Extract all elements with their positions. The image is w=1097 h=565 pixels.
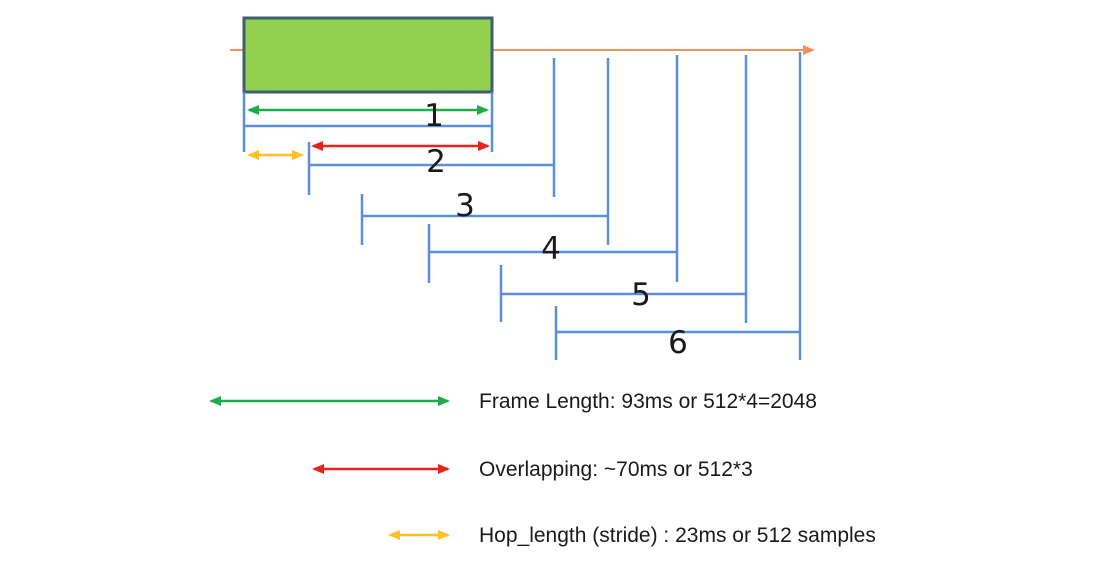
frame-1-bracket [242,92,494,152]
analysis-window-block [242,16,494,94]
frame-2-label: 2 [426,144,446,180]
frame-1-label: 1 [424,98,444,134]
frame-6-bracket [554,52,802,360]
frame-2-bracket [307,58,556,197]
frame-3-bracket [360,58,610,245]
legend-hop-length-text: Hop_length (stride) : 23ms or 512 sample… [479,524,876,547]
frame-3-label: 3 [455,188,475,224]
frame-4-label: 4 [541,231,561,267]
frame-5-bracket [499,55,748,323]
frame-6-label: 6 [668,325,688,361]
frame-4-bracket [427,55,679,283]
legend-overlapping-text: Overlapping: ~70ms or 512*3 [479,458,753,481]
frame-5-label: 5 [631,277,651,313]
legend-frame-length-text: Frame Length: 93ms or 512*4=2048 [479,390,817,413]
